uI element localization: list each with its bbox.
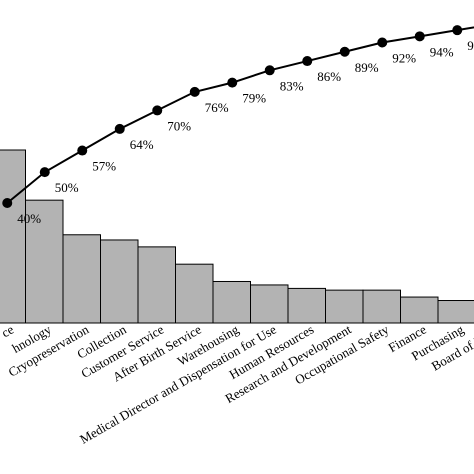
cumulative-point-10 <box>377 37 388 48</box>
bar-7 <box>250 284 289 324</box>
cumulative-point-0 <box>2 198 13 208</box>
bar-8 <box>287 287 326 324</box>
cumulative-label-12: 9 <box>467 38 474 53</box>
category-label-0: ce <box>0 321 16 340</box>
cumulative-label-3: 64% <box>130 137 154 152</box>
cumulative-point-7 <box>264 65 275 76</box>
cumulative-label-7: 83% <box>280 78 304 93</box>
cumulative-point-2 <box>77 145 88 156</box>
cumulative-label-10: 92% <box>392 51 416 66</box>
cumulative-point-4 <box>152 105 163 116</box>
cumulative-label-1: 50% <box>55 180 79 195</box>
cumulative-label-8: 86% <box>317 69 341 84</box>
bar-4 <box>137 246 176 324</box>
bar-6 <box>212 280 251 324</box>
cumulative-point-8 <box>302 56 313 67</box>
category-labels-group: cehnologyCryopreservationCollectionCusto… <box>0 321 474 446</box>
cumulative-point-11 <box>414 31 425 42</box>
cumulative-point-3 <box>114 123 125 134</box>
bar-3 <box>100 239 139 324</box>
cumulative-label-11: 94% <box>430 44 454 59</box>
cumulative-label-4: 70% <box>167 118 191 133</box>
bars-group <box>0 149 474 324</box>
bar-11 <box>400 296 439 324</box>
cumulative-point-12 <box>452 25 463 36</box>
cumulative-label-9: 89% <box>355 60 379 75</box>
bar-12 <box>437 300 474 324</box>
cumulative-label-2: 57% <box>92 159 116 174</box>
bar-5 <box>175 263 214 324</box>
cumulative-line-group: 40% 50% 57% 64% 70% 76% 79% 83% 86% 89% 92% 94% 9 <box>2 25 474 226</box>
cumulative-point-5 <box>189 86 200 97</box>
cumulative-label-5: 76% <box>205 100 229 115</box>
bar-2 <box>62 234 101 324</box>
cumulative-point-9 <box>339 46 350 57</box>
bar-9 <box>325 289 364 324</box>
cumulative-point-1 <box>39 167 50 178</box>
bar-1 <box>25 199 64 324</box>
cumulative-line <box>6 26 474 204</box>
cumulative-point-6 <box>227 77 238 88</box>
bar-10 <box>362 289 401 324</box>
cumulative-label-6: 79% <box>242 91 266 106</box>
bar-0 <box>0 149 26 324</box>
cumulative-label-0: 40% <box>17 211 41 226</box>
